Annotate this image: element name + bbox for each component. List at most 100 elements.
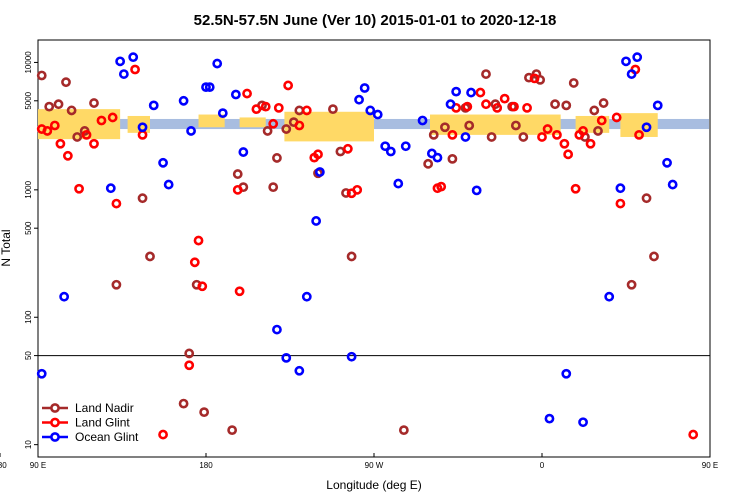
ocean-glint-point bbox=[238, 147, 249, 157]
land-nadir-point bbox=[137, 193, 148, 204]
ocean-glint-point bbox=[311, 216, 322, 226]
land-nadir-point bbox=[486, 132, 497, 142]
x-tick-label: 0 bbox=[540, 461, 545, 470]
chart-title: 52.5N-57.5N June (Ver 10) 2015-01-01 to … bbox=[194, 12, 557, 29]
y-tick-label: 50 bbox=[24, 351, 33, 360]
land-nadir-point bbox=[335, 146, 346, 157]
land-nadir-point bbox=[593, 126, 603, 136]
ocean-glint-point bbox=[451, 86, 462, 97]
land-glint-point bbox=[313, 149, 323, 160]
land-nadir-point bbox=[440, 122, 450, 133]
land-band bbox=[198, 114, 225, 128]
legend-swatch-marker bbox=[50, 432, 60, 442]
land-nadir-point bbox=[464, 120, 475, 131]
ocean-glint-point bbox=[372, 109, 383, 120]
land-nadir-point bbox=[36, 70, 47, 81]
land-glint-point bbox=[462, 101, 473, 112]
land-glint-point bbox=[552, 129, 562, 140]
ocean-glint-point bbox=[561, 368, 572, 379]
legend-label: Land Nadir bbox=[75, 401, 134, 415]
ocean-glint-point bbox=[400, 141, 411, 152]
ocean-glint-point bbox=[466, 87, 476, 98]
ocean-glint-point bbox=[359, 83, 370, 93]
land-nadir-point bbox=[294, 105, 305, 116]
ocean-glint-point bbox=[393, 178, 404, 189]
land-nadir-point bbox=[626, 279, 637, 290]
land-nadir-point bbox=[268, 182, 279, 193]
land-nadir-point bbox=[61, 77, 71, 88]
land-nadir-point bbox=[341, 188, 351, 198]
y-axis: 10 50 100 500 1000 5000 10000 bbox=[24, 51, 38, 449]
land-nadir-point bbox=[53, 99, 64, 110]
land-glint-point bbox=[352, 184, 363, 195]
land-glint-point bbox=[447, 129, 458, 140]
ocean-glint-point bbox=[115, 56, 126, 67]
land-glint-point bbox=[509, 101, 519, 112]
land-glint-point bbox=[615, 198, 626, 209]
x-tick-label: 180 bbox=[199, 461, 213, 470]
land-glint-point bbox=[283, 80, 294, 91]
land-band bbox=[430, 114, 561, 135]
x-tick-label: 90 E bbox=[30, 461, 46, 470]
ocean-glint-point bbox=[460, 132, 471, 142]
land-nadir-point bbox=[262, 126, 273, 136]
land-nadir-point bbox=[44, 101, 55, 112]
ocean-glint-point bbox=[604, 291, 615, 302]
land-glint-point bbox=[570, 183, 581, 194]
y-tick-label: 100 bbox=[24, 310, 33, 324]
y-tick-label: 10000 bbox=[24, 51, 33, 74]
ocean-glint-point bbox=[578, 417, 588, 428]
land-glint-point bbox=[260, 101, 271, 112]
land-glint-point bbox=[475, 87, 486, 98]
land-nadir-point bbox=[524, 72, 534, 83]
ocean-glint-point bbox=[380, 141, 391, 152]
land-nadir-point bbox=[72, 132, 83, 142]
land-glint-point bbox=[137, 129, 148, 140]
land-nadir-point bbox=[568, 78, 579, 88]
legend-item-ocean-glint: Ocean Glint bbox=[42, 430, 139, 444]
ocean-glint-point bbox=[204, 82, 215, 93]
land-nadir-point bbox=[518, 132, 529, 142]
land-glint-point bbox=[634, 129, 644, 140]
land-glint-point bbox=[294, 120, 305, 131]
land-glint-point bbox=[578, 126, 588, 136]
land-glint-point bbox=[49, 120, 60, 131]
land-glint-point bbox=[563, 149, 574, 160]
ocean-glint-point bbox=[294, 365, 305, 376]
ocean-glint-point bbox=[128, 52, 139, 63]
ocean-glint-point bbox=[105, 183, 116, 194]
ocean-glint-point bbox=[615, 183, 626, 194]
land-nadir-point bbox=[561, 100, 572, 111]
land-glint-point bbox=[55, 138, 66, 149]
legend-swatch-marker bbox=[50, 403, 60, 413]
ocean-glint-point bbox=[314, 167, 325, 177]
land-glint-point bbox=[342, 143, 353, 154]
ocean-glint-point bbox=[148, 100, 159, 111]
land-glint-point bbox=[232, 184, 243, 195]
ocean-glint-point bbox=[36, 368, 47, 379]
land-nadir-point bbox=[184, 348, 195, 359]
land-glint-point bbox=[107, 112, 118, 123]
legend-swatch-marker bbox=[50, 417, 60, 428]
land-nadir-point bbox=[481, 69, 491, 79]
ocean-glint-point bbox=[471, 185, 482, 196]
ocean-glint-point bbox=[346, 351, 357, 362]
y-tick-label: 1000 bbox=[24, 180, 33, 198]
ocean-glint-point bbox=[201, 82, 211, 93]
land-nadir-point bbox=[281, 124, 292, 134]
land-glint-point bbox=[522, 102, 532, 113]
land-nadir-point bbox=[232, 169, 243, 179]
land-glint-point bbox=[481, 99, 491, 110]
land-glint-point bbox=[234, 286, 245, 297]
land-glint-point bbox=[158, 429, 168, 440]
land-nadir-point bbox=[510, 120, 521, 131]
land-glint-point bbox=[492, 102, 503, 113]
ocean-glint-point bbox=[432, 152, 443, 163]
land-nadir-point bbox=[589, 105, 600, 116]
ocean-glint-point bbox=[272, 324, 282, 335]
land-glint-point bbox=[436, 181, 447, 192]
land-glint-point bbox=[130, 64, 140, 75]
y-tick-label: 5000 bbox=[24, 91, 33, 109]
